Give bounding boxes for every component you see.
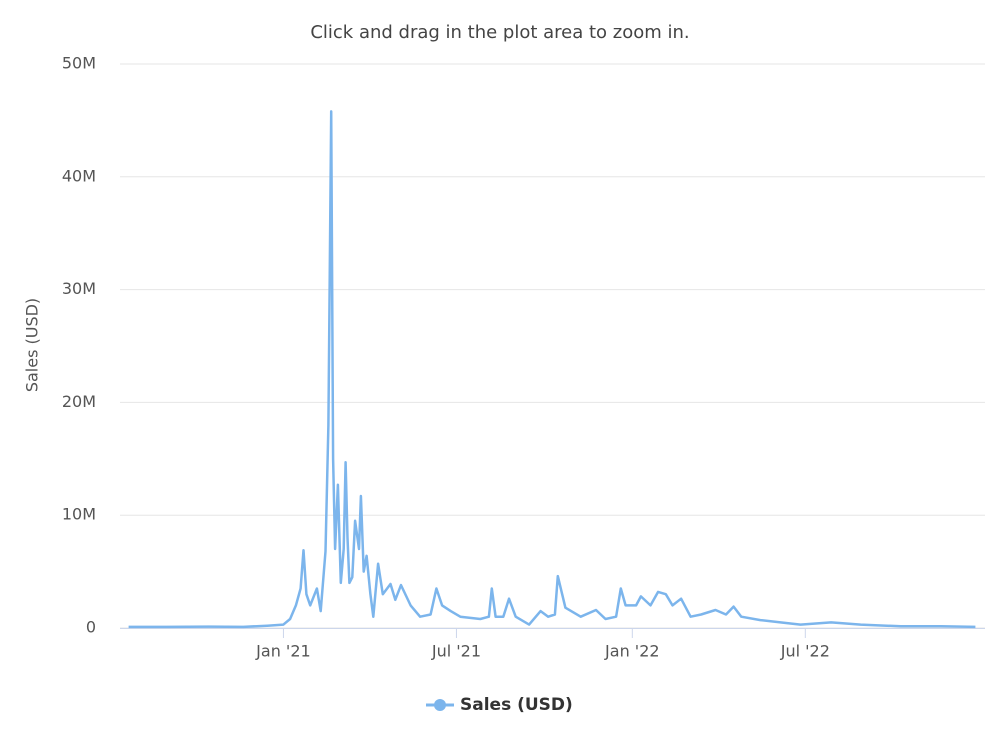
y-tick-label: 40M — [62, 166, 96, 185]
y-tick-label: 20M — [62, 392, 96, 411]
y-axis-title: Sales (USD) — [23, 298, 42, 392]
y-tick-label: 50M — [62, 54, 96, 73]
x-tick-label: Jan '22 — [604, 642, 660, 661]
chart-subtitle: Click and drag in the plot area to zoom … — [310, 22, 689, 43]
x-tick-label: Jan '21 — [255, 642, 311, 661]
y-tick-label: 30M — [62, 279, 96, 298]
legend-symbol — [434, 699, 446, 711]
x-tick-label: Jul '21 — [431, 642, 481, 661]
legend-item[interactable]: Sales (USD) — [426, 695, 573, 715]
series-line — [128, 110, 976, 629]
legend-label: Sales (USD) — [460, 695, 573, 715]
x-tick-label: Jul '22 — [780, 642, 830, 661]
y-tick-label: 10M — [62, 505, 96, 524]
y-tick-label: 0 — [86, 618, 96, 637]
